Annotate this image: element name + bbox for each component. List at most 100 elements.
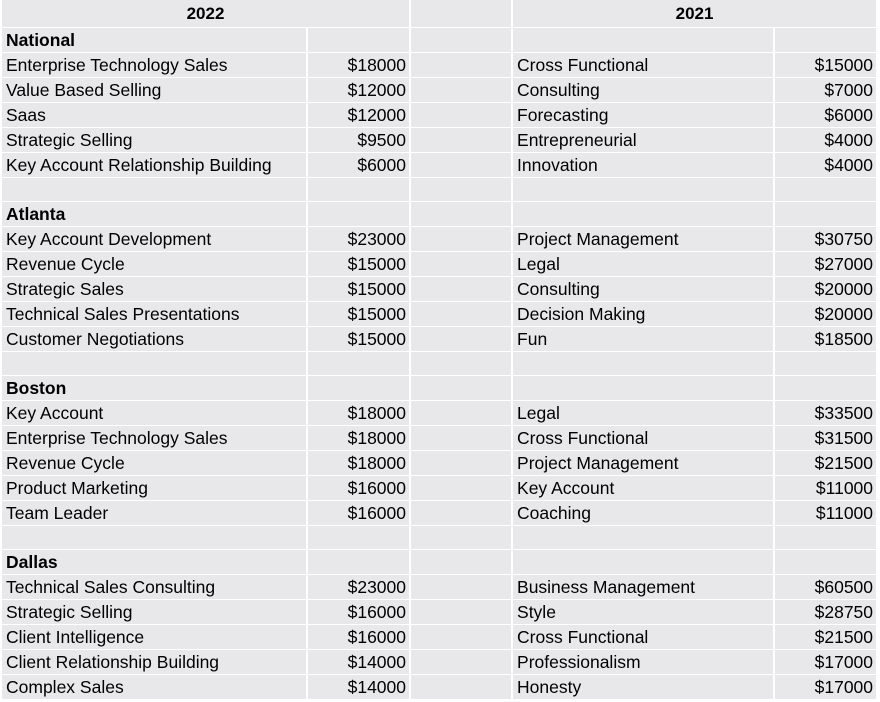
spacer-cell: [411, 575, 514, 600]
skill-2022: Strategic Sales: [2, 277, 308, 302]
empty-cell: [308, 376, 412, 401]
empty-cell: [775, 202, 879, 227]
city-header-row: Dallas: [2, 550, 879, 575]
salary-2022: $14000: [308, 650, 412, 675]
salary-2021: $28750: [775, 600, 879, 625]
skill-2021: Fun: [513, 327, 776, 352]
salary-2021: $21500: [775, 451, 879, 476]
skill-2022: Customer Negotiations: [2, 327, 308, 352]
table-row: Saas $12000 Forecasting $6000: [2, 103, 879, 128]
spacer-cell: [411, 600, 514, 625]
salary-2021: $27000: [775, 252, 879, 277]
skill-2021: Project Management: [513, 451, 776, 476]
salary-2021: $4000: [775, 153, 879, 178]
year-header-2021: 2021: [513, 0, 879, 28]
city-header-row: Boston: [2, 376, 879, 401]
skill-2022: Saas: [2, 103, 308, 128]
empty-cell: [775, 376, 879, 401]
skill-2021: Forecasting: [513, 103, 776, 128]
spacer-cell: [411, 277, 514, 302]
spacer-cell: [411, 302, 514, 327]
skill-2022: Technical Sales Presentations: [2, 302, 308, 327]
spacer-cell: [411, 252, 514, 277]
empty-cell: [513, 550, 776, 575]
spacer-cell: [411, 53, 514, 78]
skill-2021: Honesty: [513, 675, 776, 700]
salary-2021: $30750: [775, 227, 879, 252]
spacer-cell: [411, 401, 514, 426]
skill-2022: Enterprise Technology Sales: [2, 53, 308, 78]
empty-cell: [775, 550, 879, 575]
salary-2022: $23000: [308, 227, 412, 252]
salary-2021: $18500: [775, 327, 879, 352]
spacer-cell: [411, 202, 514, 227]
empty-cell: [775, 526, 879, 550]
city-header-row: Atlanta: [2, 202, 879, 227]
spacer-cell: [411, 178, 514, 202]
skill-2022: Key Account Development: [2, 227, 308, 252]
salary-2022: $23000: [308, 575, 412, 600]
skill-2022: Strategic Selling: [2, 128, 308, 153]
spacer-cell: [411, 28, 514, 53]
skill-2021: Cross Functional: [513, 53, 776, 78]
salary-2022: $15000: [308, 277, 412, 302]
empty-cell: [513, 28, 776, 53]
skill-2022: Enterprise Technology Sales: [2, 426, 308, 451]
table-row: Strategic Sales $15000 Consulting $20000: [2, 277, 879, 302]
salary-2021: $33500: [775, 401, 879, 426]
spacer-cell: [411, 128, 514, 153]
salary-2022: $16000: [308, 476, 412, 501]
skill-2022: Team Leader: [2, 501, 308, 526]
table-row: Client Relationship Building $14000 Prof…: [2, 650, 879, 675]
skill-2021: Business Management: [513, 575, 776, 600]
skill-2021: Cross Functional: [513, 426, 776, 451]
skill-2021: Legal: [513, 401, 776, 426]
empty-cell: [308, 28, 412, 53]
salary-2022: $18000: [308, 401, 412, 426]
table-row: Technical Sales Consulting $23000 Busine…: [2, 575, 879, 600]
salary-2022: $15000: [308, 252, 412, 277]
table-row: Revenue Cycle $15000 Legal $27000: [2, 252, 879, 277]
salary-2022: $12000: [308, 103, 412, 128]
year-header-row: 2022 2021: [2, 0, 879, 28]
spacer-cell: [411, 526, 514, 550]
blank-row: [2, 526, 879, 550]
year-header-2022: 2022: [2, 0, 412, 28]
salary-2022: $6000: [308, 153, 412, 178]
salary-2021: $60500: [775, 575, 879, 600]
skill-2022: Strategic Selling: [2, 600, 308, 625]
empty-cell: [775, 352, 879, 376]
empty-cell: [2, 352, 308, 376]
salary-2022: $16000: [308, 600, 412, 625]
salary-2021: $17000: [775, 650, 879, 675]
salary-2022: $12000: [308, 78, 412, 103]
empty-cell: [513, 526, 776, 550]
spacer-cell: [411, 426, 514, 451]
skill-2022: Complex Sales: [2, 675, 308, 700]
empty-cell: [308, 526, 412, 550]
table-row: Enterprise Technology Sales $18000 Cross…: [2, 53, 879, 78]
skill-2021: Legal: [513, 252, 776, 277]
skill-2022: Client Relationship Building: [2, 650, 308, 675]
table-row: Team Leader $16000 Coaching $11000: [2, 501, 879, 526]
table-row: Product Marketing $16000 Key Account $11…: [2, 476, 879, 501]
salary-2022: $18000: [308, 53, 412, 78]
skill-2021: Entrepreneurial: [513, 128, 776, 153]
skill-2022: Revenue Cycle: [2, 451, 308, 476]
city-name: Boston: [2, 376, 308, 401]
salary-2021: $20000: [775, 302, 879, 327]
empty-cell: [513, 376, 776, 401]
spacer-cell: [411, 103, 514, 128]
spacer-cell: [411, 376, 514, 401]
skill-2021: Decision Making: [513, 302, 776, 327]
salary-2022: $14000: [308, 675, 412, 700]
empty-cell: [308, 550, 412, 575]
skill-2021: Project Management: [513, 227, 776, 252]
city-name: National: [2, 28, 308, 53]
salary-2021: $11000: [775, 476, 879, 501]
table-row: Key Account Relationship Building $6000 …: [2, 153, 879, 178]
empty-cell: [308, 202, 412, 227]
spacer-cell: [411, 227, 514, 252]
